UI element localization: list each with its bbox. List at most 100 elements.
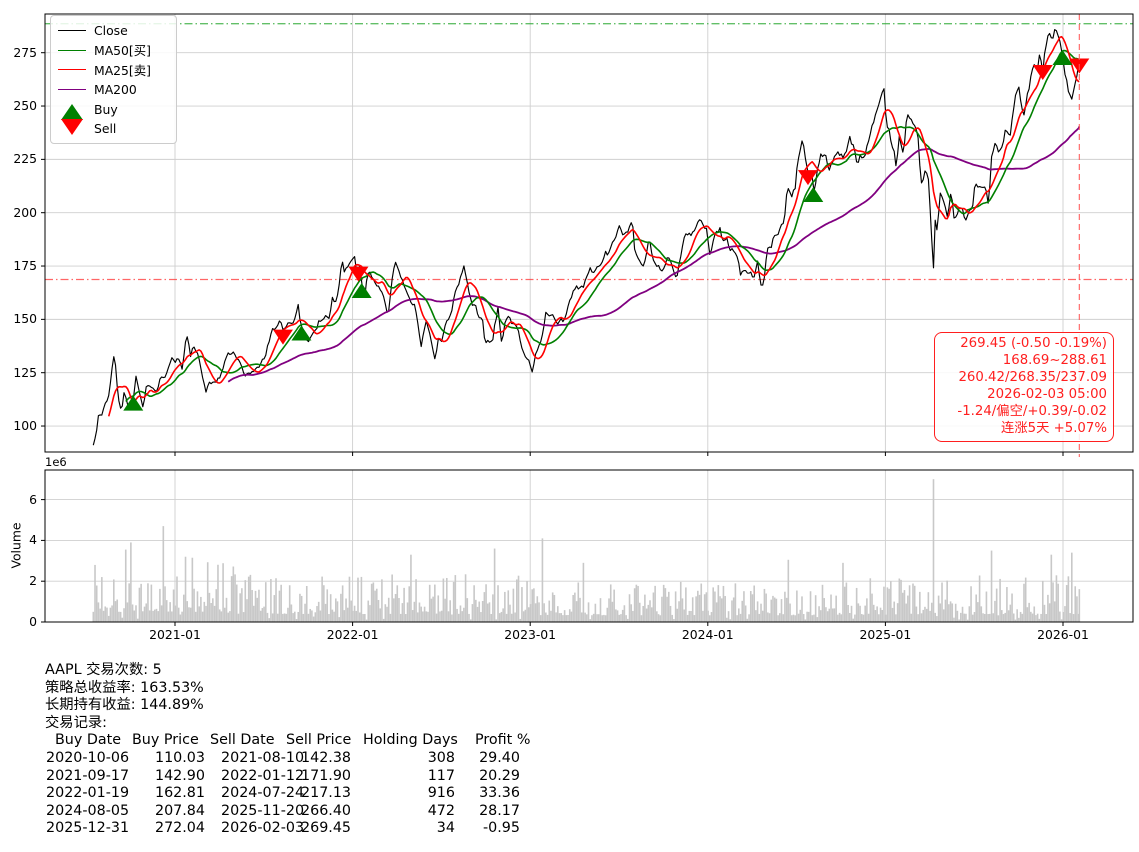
price-tick-label: 175	[13, 258, 37, 274]
annotation-line-signal: -1.24/偏空/+0.39/-0.02	[957, 403, 1107, 419]
axes-spines-ticks	[41, 13, 1134, 626]
volume-axis-title: Volume	[8, 522, 24, 569]
sell-marker	[348, 266, 369, 282]
price-tick-label: 200	[13, 204, 37, 220]
legend-line-swatch	[58, 49, 86, 51]
price-tick-label: 250	[13, 98, 37, 114]
close-line	[92, 29, 1080, 446]
legend-item-sell: Sell	[58, 118, 170, 139]
hold-return-line: 长期持有收益: 144.89%	[45, 697, 204, 714]
legend-item-buy: Buy	[58, 98, 170, 121]
trade-cell: 916	[427, 785, 455, 802]
sell-marker	[797, 170, 818, 186]
trade-header-cell: Holding Days	[363, 732, 458, 749]
annotation-line-streak: 连涨5天 +5.07%	[1001, 420, 1107, 436]
trade-cell: 117	[427, 767, 455, 784]
trade-cell: 2025-11-20	[221, 802, 305, 819]
trade-cell: -0.95	[483, 820, 520, 837]
price-tick-label: 275	[13, 44, 37, 60]
legend: Close MA50[买] MA25[卖] MA200 Buy Sell	[50, 15, 177, 144]
price-tick-label: 225	[13, 151, 37, 167]
ma25-line	[107, 35, 1080, 417]
x-tick-label: 2025-01	[859, 627, 912, 642]
trade-record-title: 交易记录:	[45, 714, 108, 731]
trade-cell: 272.04	[154, 820, 205, 837]
legend-item-ma50: MA50[买]	[58, 41, 170, 61]
buy-triangle-icon	[58, 98, 86, 121]
legend-line-swatch	[58, 30, 86, 32]
trade-cell: 308	[427, 749, 455, 766]
trade-header-cell: Buy Price	[132, 732, 199, 749]
x-tick-label: 2023-01	[504, 627, 557, 642]
trade-header-cell: Profit %	[475, 732, 531, 749]
legend-label: Close	[94, 23, 128, 39]
trade-cell: 142.38	[301, 749, 352, 766]
price-tick-label: 100	[13, 418, 37, 434]
strategy-stats: AAPL 交易次数: 5 策略总收益率: 163.53% 长期持有收益: 144…	[45, 662, 585, 838]
trade-row: 2025-12-31 272.04 2026-02-03 269.45 34 -0.95	[45, 820, 585, 838]
annotation-line-mas: 260.42/268.35/237.09	[958, 369, 1107, 385]
trade-header-cell: Sell Date	[210, 732, 275, 749]
legend-label: MA200	[94, 82, 137, 98]
trade-cell: 34	[436, 820, 455, 837]
buy-marker	[803, 186, 824, 202]
legend-item-ma25: MA25[卖]	[58, 60, 170, 80]
volume-tick-label: 0	[29, 614, 37, 629]
trade-cell: 207.84	[154, 802, 205, 819]
legend-item-close: Close	[58, 21, 170, 41]
legend-label: MA50[买]	[94, 43, 151, 59]
trade-cell: 2021-09-17	[46, 767, 130, 784]
trade-count-line: AAPL 交易次数: 5	[45, 662, 162, 678]
trade-cell: 2022-01-19	[46, 785, 130, 802]
trade-header-cell: Sell Price	[286, 732, 352, 749]
trade-cell: 20.29	[479, 767, 520, 784]
trade-cell: 2025-12-31	[46, 820, 130, 837]
x-tick-label: 2022-01	[326, 627, 379, 642]
trade-cell: 2021-08-10	[221, 749, 305, 766]
trade-table-header: Buy Date Buy Price Sell Date Sell Price Hold…	[45, 732, 585, 750]
legend-line-swatch	[58, 69, 86, 71]
annotation-line-range: 168.69~288.61	[1002, 352, 1107, 368]
buy-marker	[123, 395, 144, 411]
strategy-return-line: 策略总收益率: 163.53%	[45, 679, 204, 696]
buy-marker	[1052, 50, 1073, 66]
trade-cell: 110.03	[154, 749, 205, 766]
trade-cell: 269.45	[301, 820, 352, 837]
price-tick-label: 125	[13, 364, 37, 380]
trade-markers	[123, 50, 1090, 411]
trade-row: 2024-08-05 207.84 2025-11-20 266.40 472 28.17	[45, 803, 585, 821]
annotation-line-date: 2026-02-03 05:00	[987, 386, 1107, 402]
annotation-line-price: 269.45 (-0.50 -0.19%)	[960, 336, 1107, 351]
trade-row: 2021-09-17 142.90 2022-01-12 171.90 117 20.29	[45, 768, 585, 786]
trade-cell: 217.13	[301, 785, 352, 802]
legend-label: Sell	[94, 121, 117, 137]
price-series	[92, 29, 1081, 446]
trade-cell: 266.40	[301, 802, 352, 819]
buy-marker	[351, 283, 372, 299]
trade-cell: 2020-10-06	[46, 749, 130, 766]
trade-cell: 2022-01-12	[221, 767, 305, 784]
volume-tick-label: 6	[29, 491, 37, 507]
trade-table: Buy Date Buy Price Sell Date Sell Price Hold…	[45, 732, 585, 838]
legend-line-swatch	[58, 89, 86, 91]
trade-cell: 33.36	[479, 785, 520, 802]
reference-lines	[45, 23, 1133, 281]
trade-header-cell: Buy Date	[55, 732, 122, 749]
ma50-line	[125, 49, 1080, 403]
price-tick-label: 150	[13, 311, 37, 327]
legend-item-ma200: MA200	[58, 80, 170, 100]
x-tick-label: 2021-01	[149, 627, 201, 642]
sell-triangle-icon	[58, 118, 86, 139]
gridlines	[45, 14, 1133, 622]
x-tick-label: 2024-01	[681, 627, 734, 642]
volume-offset-label: 1e6	[45, 455, 67, 469]
trade-cell: 2024-08-05	[46, 802, 130, 819]
trade-row: 2020-10-06 110.03 2021-08-10 142.38 308 29.40	[45, 750, 585, 768]
buy-marker	[291, 325, 312, 341]
trade-cell: 2026-02-03	[221, 820, 305, 837]
sell-marker	[1032, 65, 1053, 81]
trade-cell: 162.81	[154, 785, 205, 802]
trade-cell: 2024-07-24	[221, 785, 305, 802]
trade-cell: 171.90	[301, 767, 352, 784]
